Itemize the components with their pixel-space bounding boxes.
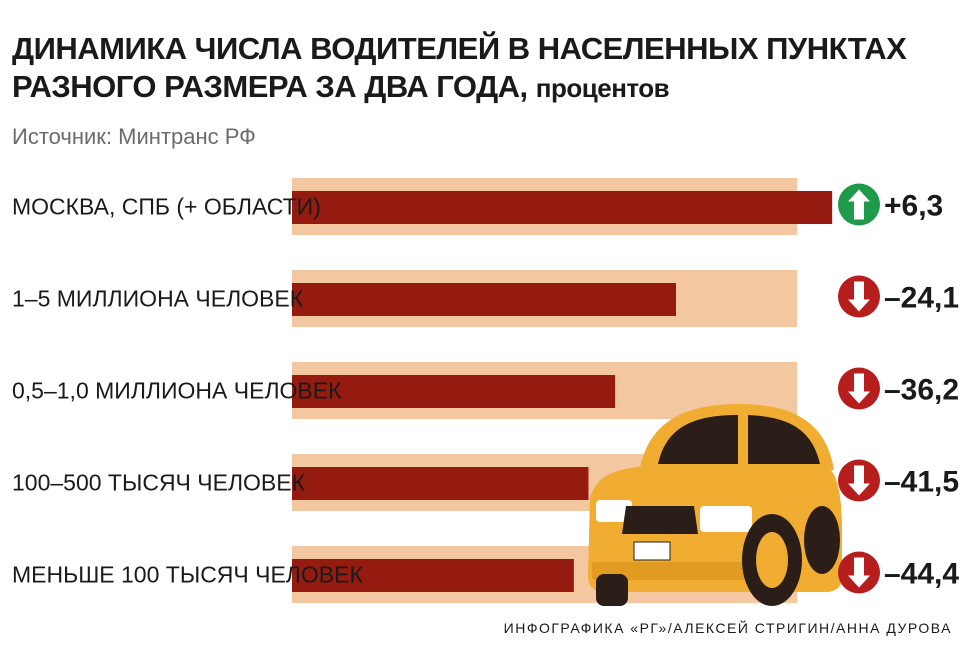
arrow-down-icon (838, 459, 880, 502)
value-label: +6,3 (884, 190, 943, 223)
value-label: –44,4 (884, 558, 959, 591)
change-icons (838, 183, 880, 594)
value-label: –24,1 (884, 282, 959, 315)
bar (292, 283, 676, 316)
arrow-up-icon (838, 183, 880, 226)
bar (292, 559, 574, 592)
bars (292, 191, 833, 592)
bar (292, 375, 616, 408)
bar (292, 191, 833, 224)
value-labels: +6,3 –24,1 –36,2 –41,5 –44,4 (884, 190, 959, 591)
chart-title-text: ДИНАМИКА ЧИСЛА ВОДИТЕЛЕЙ В НАСЕЛЕННЫХ ПУ… (12, 31, 907, 104)
arrow-down-icon (838, 367, 880, 410)
arrow-down-icon (838, 551, 880, 594)
category-label: 100–500 ТЫСЯЧ ЧЕЛОВЕК (12, 470, 306, 496)
chart-title: ДИНАМИКА ЧИСЛА ВОДИТЕЛЕЙ В НАСЕЛЕННЫХ ПУ… (12, 30, 912, 107)
chart-source: Источник: Минтранс РФ (12, 124, 256, 149)
arrow-down-icon (838, 275, 880, 318)
category-labels: МОСКВА, СПБ (+ ОБЛАСТИ) 1–5 МИЛЛИОНА ЧЕЛО… (12, 194, 363, 588)
taxi-car-illustration (588, 404, 842, 606)
chart-credit: ИНФОГРАФИКА «РГ»/АЛЕКСЕЙ СТРИГИН/АННА ДУ… (503, 620, 952, 636)
category-label: МЕНЬШЕ 100 ТЫСЯЧ ЧЕЛОВЕК (12, 562, 363, 588)
category-label: МОСКВА, СПБ (+ ОБЛАСТИ) (12, 194, 321, 220)
chart-unit: процентов (535, 73, 670, 103)
value-label: –41,5 (884, 466, 959, 499)
category-label: 1–5 МИЛЛИОНА ЧЕЛОВЕК (12, 286, 304, 312)
category-label: 0,5–1,0 МИЛЛИОНА ЧЕЛОВЕК (12, 378, 342, 404)
bar (292, 467, 589, 500)
value-label: –36,2 (884, 374, 959, 407)
